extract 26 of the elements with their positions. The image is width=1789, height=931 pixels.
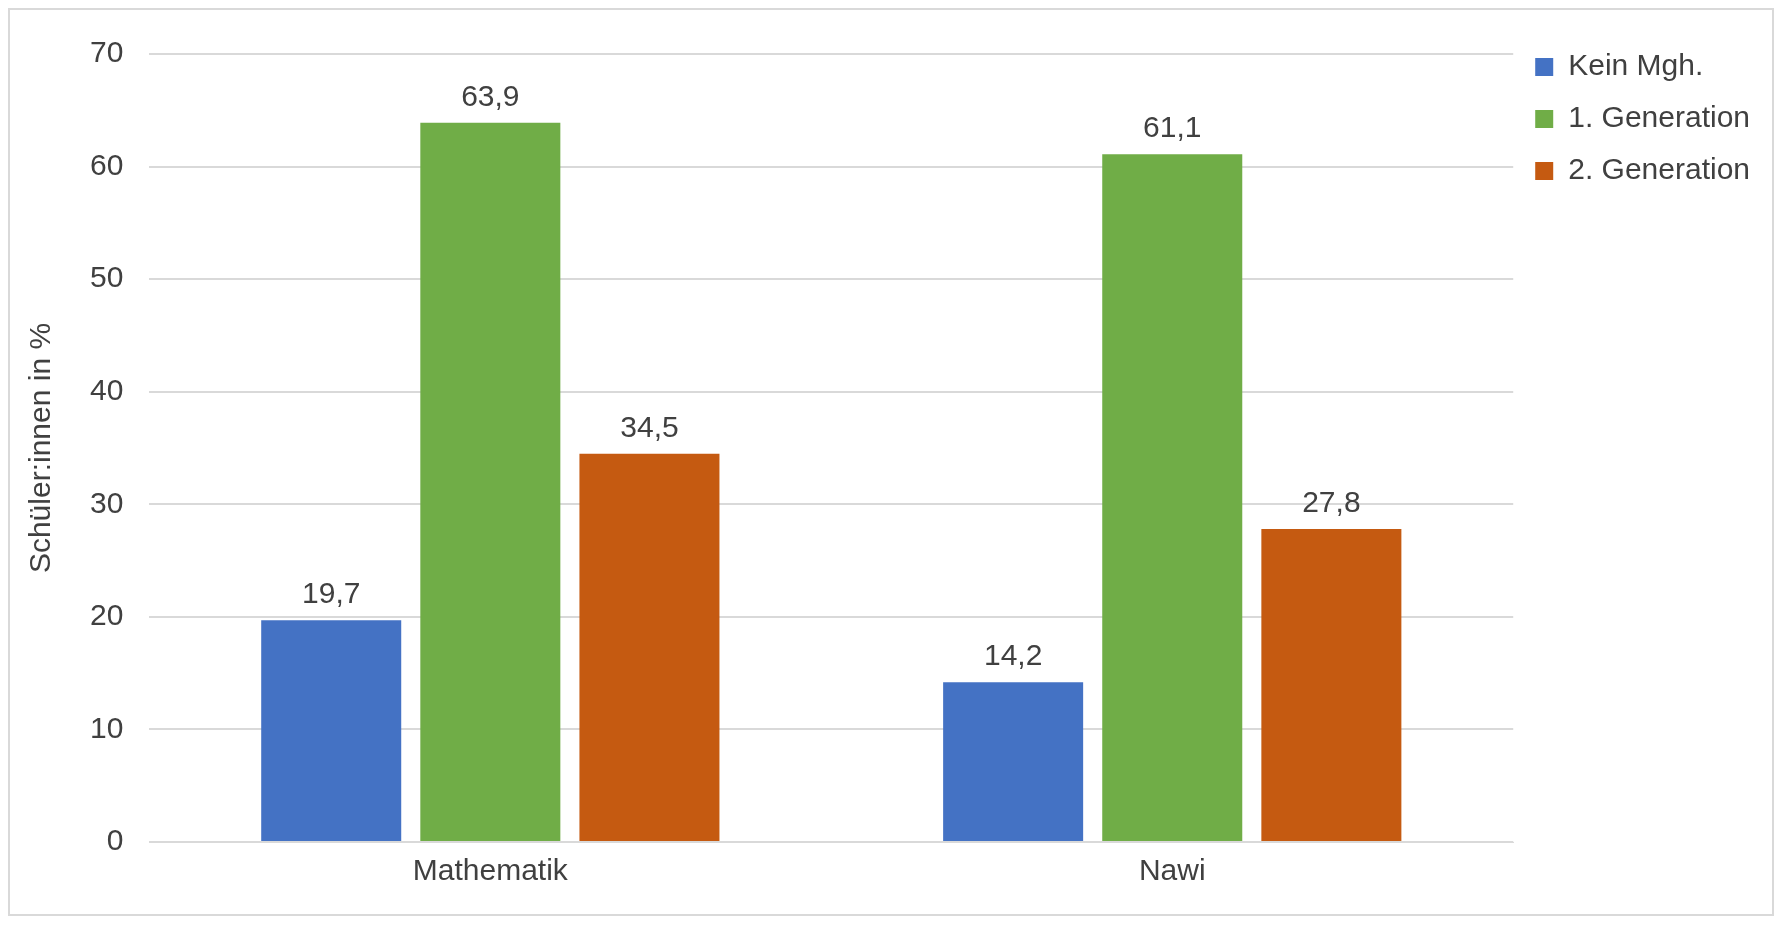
y-tick-label: 30 bbox=[89, 485, 124, 519]
x-tick-label: Mathematik bbox=[412, 853, 569, 887]
bar bbox=[1261, 529, 1402, 841]
bar bbox=[579, 453, 720, 841]
y-tick-label: 70 bbox=[89, 35, 124, 69]
bar bbox=[1102, 154, 1243, 841]
data-label: 14,2 bbox=[983, 638, 1043, 672]
data-label: 61,1 bbox=[1143, 110, 1202, 144]
bar bbox=[420, 122, 561, 841]
data-label: 63,9 bbox=[461, 78, 520, 112]
y-axis-title: Schüler:innen in % bbox=[23, 322, 57, 574]
y-tick-label: 60 bbox=[89, 147, 124, 181]
legend-label: Kein Mgh. bbox=[1568, 48, 1704, 82]
x-tick-label: Nawi bbox=[1138, 853, 1206, 887]
y-tick-label: 40 bbox=[89, 372, 124, 406]
data-label: 19,7 bbox=[302, 576, 361, 610]
legend-label: 1. Generation bbox=[1568, 100, 1751, 134]
y-tick-label: 10 bbox=[89, 710, 124, 744]
bar bbox=[261, 620, 402, 841]
y-tick-label: 50 bbox=[89, 260, 124, 294]
y-tick-label: 20 bbox=[89, 598, 124, 632]
legend-label: 2. Generation bbox=[1568, 152, 1751, 186]
data-label: 34,5 bbox=[620, 409, 679, 443]
y-tick-label: 0 bbox=[106, 823, 124, 857]
bar bbox=[943, 682, 1084, 841]
data-label: 27,8 bbox=[1302, 485, 1361, 519]
